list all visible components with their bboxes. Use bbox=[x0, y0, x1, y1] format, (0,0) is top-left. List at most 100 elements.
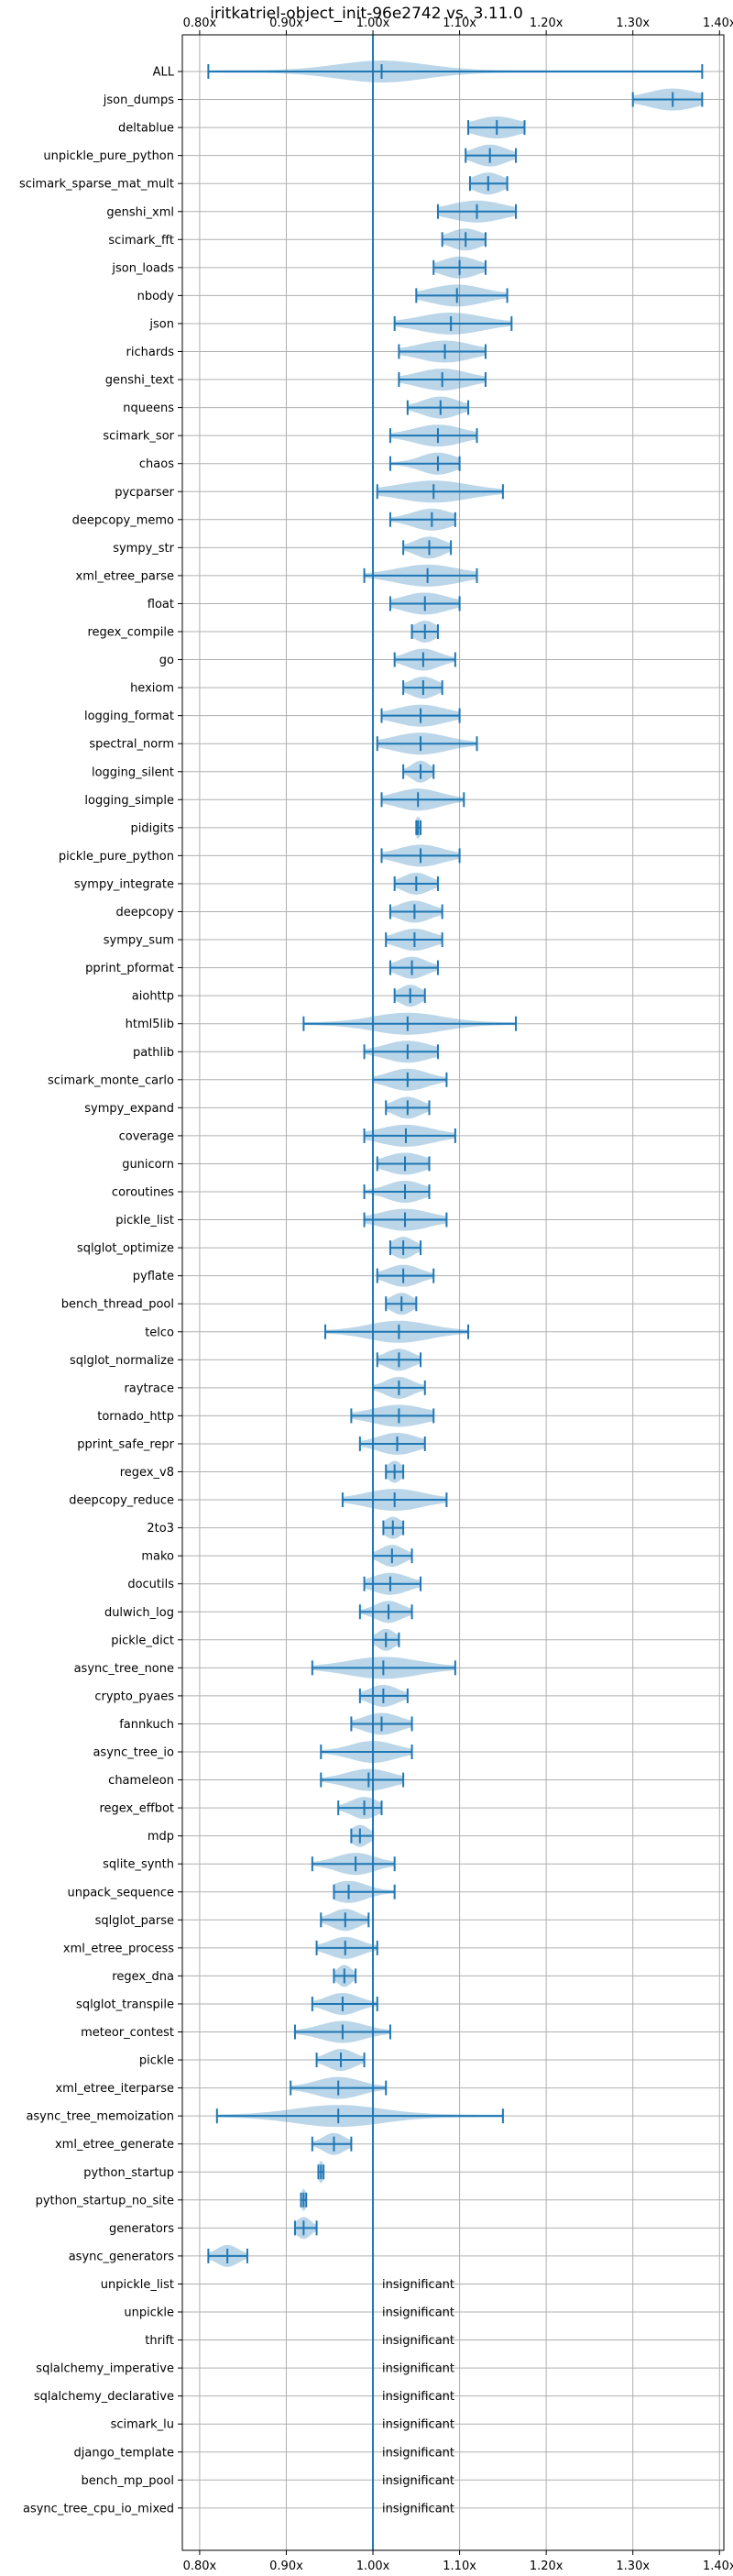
benchmark-label: logging_format bbox=[84, 710, 174, 723]
benchmark-label: async_tree_memoization bbox=[26, 2110, 174, 2124]
benchmark-label: scimark_sor bbox=[103, 430, 174, 444]
benchmark-label: sqlglot_parse bbox=[95, 1914, 174, 1928]
benchmark-label: deepcopy bbox=[115, 906, 174, 919]
benchmark-label: nbody bbox=[137, 290, 175, 303]
benchmark-label: unpack_sequence bbox=[67, 1886, 174, 1899]
benchmark-label: regex_compile bbox=[87, 626, 174, 640]
benchmark-label: json_loads bbox=[111, 261, 174, 275]
benchmark-label: pickle_pure_python bbox=[59, 850, 174, 864]
benchmark-label: async_tree_cpu_io_mixed bbox=[23, 2502, 174, 2515]
benchmark-label: 2to3 bbox=[147, 1522, 174, 1536]
benchmark-label: html5lib bbox=[126, 1018, 174, 1031]
benchmark-label: mako bbox=[141, 1550, 174, 1564]
benchmark-label: tornado_http bbox=[97, 1410, 174, 1424]
benchmark-label: pidigits bbox=[131, 821, 175, 835]
x-tick-label-top: 1.00x bbox=[356, 17, 390, 30]
x-tick-label-top: 1.30x bbox=[616, 17, 650, 30]
benchmark-label: logging_simple bbox=[84, 794, 174, 808]
benchmark-label: json bbox=[148, 317, 174, 331]
benchmark-label: scimark_sparse_mat_mult bbox=[19, 178, 174, 192]
benchmark-label: bench_mp_pool bbox=[81, 2474, 174, 2488]
benchmark-label: scimark_monte_carlo bbox=[48, 1073, 174, 1087]
benchmark-label: coverage bbox=[119, 1129, 174, 1143]
benchmark-label: sympy_expand bbox=[84, 1102, 174, 1116]
benchmark-label: scimark_fft bbox=[108, 234, 174, 248]
benchmark-label: xml_etree_generate bbox=[55, 2138, 174, 2152]
benchmark-label: python_startup bbox=[83, 2166, 174, 2180]
benchmark-label: sqlite_synth bbox=[103, 1858, 174, 1872]
violin-layer bbox=[207, 61, 704, 2267]
benchmark-label: deepcopy_memo bbox=[72, 513, 174, 527]
benchmark-label: deepcopy_reduce bbox=[69, 1494, 174, 1508]
benchmark-label: coroutines bbox=[112, 1186, 174, 1200]
benchmark-label: sympy_str bbox=[113, 542, 174, 556]
benchmark-label: spectral_norm bbox=[89, 738, 174, 752]
insignificant-label: insignificant bbox=[382, 2502, 454, 2515]
benchmark-label: gunicorn bbox=[122, 1158, 174, 1172]
benchmark-label: sympy_integrate bbox=[74, 877, 174, 891]
benchmark-label: dulwich_log bbox=[104, 1606, 174, 1620]
insignificant-label: insignificant bbox=[382, 2334, 454, 2348]
benchmark-label: fannkuch bbox=[119, 1718, 174, 1732]
benchmark-label: unpickle bbox=[124, 2306, 174, 2320]
benchmark-label: sympy_sum bbox=[104, 934, 174, 948]
benchmark-label: pycparser bbox=[115, 486, 174, 500]
benchmark-label: raytrace bbox=[124, 1382, 174, 1395]
benchmark-label: sqlglot_transpile bbox=[76, 1998, 174, 2011]
benchmark-label: chameleon bbox=[108, 1774, 174, 1788]
benchmark-label: sqlglot_normalize bbox=[70, 1354, 174, 1368]
benchmark-label: xml_etree_parse bbox=[76, 569, 174, 583]
benchmark-label: chaos bbox=[139, 457, 174, 471]
x-tick-label-bottom: 0.90x bbox=[269, 2559, 303, 2573]
benchmark-label: json_dumps bbox=[103, 94, 174, 107]
benchmark-label: sqlalchemy_imperative bbox=[36, 2362, 174, 2376]
benchmark-label: genshi_text bbox=[105, 374, 174, 388]
benchmark-label: unpickle_list bbox=[101, 2278, 174, 2292]
x-tick-label-bottom: 1.30x bbox=[616, 2559, 650, 2573]
benchmark-label: async_tree_io bbox=[93, 1746, 174, 1760]
benchmark-label: richards bbox=[126, 346, 175, 359]
insignificant-label: insignificant bbox=[382, 2418, 454, 2432]
benchmark-label: regex_effbot bbox=[99, 1802, 174, 1816]
x-tick-label-bottom: 1.10x bbox=[443, 2559, 476, 2573]
benchmark-label: pyflate bbox=[133, 1270, 174, 1283]
benchmark-label: float bbox=[148, 598, 174, 611]
x-tick-label-bottom: 1.20x bbox=[530, 2559, 563, 2573]
x-tick-label-top: 1.10x bbox=[443, 17, 476, 30]
benchmark-label: bench_thread_pool bbox=[61, 1298, 174, 1312]
benchmark-label: aiohttp bbox=[132, 990, 174, 1004]
insignificant-label: insignificant bbox=[382, 2474, 454, 2488]
benchmark-label: go bbox=[159, 654, 174, 667]
insignificant-label: insignificant bbox=[382, 2390, 454, 2404]
insignificant-label: insignificant bbox=[382, 2362, 454, 2376]
benchmark-label: django_template bbox=[74, 2446, 174, 2460]
benchmark-label: pickle bbox=[139, 2054, 174, 2068]
benchmark-label: async_tree_none bbox=[74, 1662, 174, 1676]
benchmark-label: ALL bbox=[153, 66, 175, 80]
benchmark-label: xml_etree_process bbox=[63, 1942, 174, 1955]
benchmark-label: meteor_contest bbox=[81, 2026, 174, 2040]
benchmark-label: regex_v8 bbox=[120, 1466, 174, 1480]
label-layer: 0.80x 0.80x 0.90x 0.90x 1.00x 1.00x 1.10x 1.10x… bbox=[19, 17, 733, 2573]
benchmark-label: scimark_lu bbox=[111, 2418, 174, 2432]
x-tick-label-top: 1.20x bbox=[530, 17, 563, 30]
insignificant-label: insignificant bbox=[382, 2278, 454, 2292]
benchmark-label: pprint_pformat bbox=[85, 962, 174, 975]
benchmark-label: pathlib bbox=[133, 1046, 174, 1060]
benchmark-label: docutils bbox=[127, 1578, 174, 1591]
x-tick-label-bottom: 1.00x bbox=[356, 2559, 390, 2573]
x-tick-label-top: 0.90x bbox=[269, 17, 303, 30]
benchmark-label: regex_dna bbox=[112, 1970, 174, 1984]
benchmark-label: async_generators bbox=[69, 2250, 175, 2263]
benchmark-label: crypto_pyaes bbox=[94, 1690, 174, 1703]
x-tick-label-top: 0.80x bbox=[183, 17, 217, 30]
benchmark-label: telco bbox=[145, 1326, 174, 1339]
insignificant-label: insignificant bbox=[382, 2446, 454, 2460]
benchmark-label: xml_etree_iterparse bbox=[55, 2082, 174, 2096]
x-tick-label-bottom: 1.40x bbox=[703, 2559, 733, 2573]
benchmark-label: mdp bbox=[148, 1830, 174, 1844]
benchmark-label: python_startup_no_site bbox=[36, 2194, 174, 2207]
benchmark-label: unpickle_pure_python bbox=[43, 149, 174, 163]
chart-title: iritkatriel-object_init-96e2742 vs. 3.11… bbox=[210, 5, 523, 23]
